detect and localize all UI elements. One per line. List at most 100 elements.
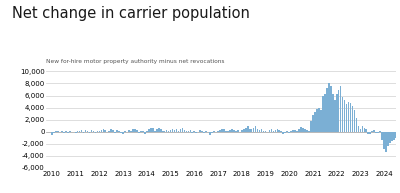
Bar — [176, 129, 177, 132]
Bar — [93, 131, 94, 132]
Bar — [209, 132, 211, 135]
Bar — [233, 130, 235, 132]
Bar — [310, 121, 312, 132]
Bar — [192, 132, 193, 133]
Bar — [190, 130, 191, 132]
Bar — [201, 131, 203, 132]
Bar — [338, 90, 340, 132]
Bar — [53, 132, 55, 133]
Bar — [229, 130, 231, 132]
Bar — [120, 132, 122, 133]
Bar — [304, 129, 306, 132]
Bar — [374, 130, 375, 132]
Bar — [326, 88, 328, 132]
Bar — [162, 131, 164, 132]
Bar — [199, 130, 201, 132]
Bar — [314, 112, 316, 132]
Bar — [55, 131, 57, 132]
Bar — [237, 130, 239, 132]
Bar — [104, 130, 106, 132]
Bar — [332, 94, 334, 132]
Bar — [146, 131, 148, 132]
Bar — [320, 110, 322, 132]
Bar — [397, 132, 399, 137]
Bar — [85, 130, 86, 132]
Bar — [182, 128, 183, 132]
Bar — [140, 131, 142, 132]
Bar — [98, 131, 100, 132]
Bar — [399, 132, 400, 135]
Bar — [144, 132, 146, 134]
Bar — [300, 127, 302, 132]
Bar — [288, 132, 290, 133]
Bar — [278, 130, 280, 132]
Bar — [205, 131, 207, 132]
Bar — [306, 130, 308, 132]
Bar — [57, 131, 59, 132]
Bar — [154, 131, 156, 132]
Bar — [170, 130, 172, 132]
Bar — [124, 131, 126, 132]
Bar — [336, 94, 338, 132]
Bar — [377, 132, 379, 133]
Bar — [203, 132, 205, 133]
Bar — [356, 118, 357, 132]
Bar — [69, 131, 70, 132]
Bar — [387, 132, 389, 146]
Bar — [294, 130, 296, 132]
Bar — [63, 132, 65, 133]
Bar — [134, 129, 136, 132]
Bar — [196, 132, 197, 133]
Bar — [272, 131, 274, 132]
Bar — [96, 131, 98, 132]
Bar — [385, 132, 387, 152]
Bar — [350, 103, 351, 132]
Bar — [91, 130, 92, 132]
Bar — [370, 132, 371, 134]
Bar — [383, 132, 385, 149]
Bar — [158, 128, 160, 132]
Bar — [316, 109, 318, 132]
Bar — [348, 102, 349, 132]
Bar — [296, 131, 298, 132]
Bar — [83, 132, 84, 133]
Bar — [395, 132, 397, 138]
Bar — [324, 94, 326, 132]
Bar — [280, 131, 282, 132]
Bar — [330, 86, 332, 132]
Bar — [269, 130, 270, 132]
Bar — [67, 132, 68, 133]
Bar — [334, 100, 336, 132]
Bar — [75, 132, 76, 133]
Bar — [255, 126, 256, 132]
Bar — [261, 129, 262, 132]
Bar — [77, 131, 78, 132]
Bar — [286, 131, 288, 132]
Bar — [257, 129, 258, 132]
Bar — [87, 131, 88, 132]
Bar — [346, 104, 348, 132]
Bar — [284, 132, 286, 133]
Bar — [247, 126, 248, 132]
Bar — [360, 129, 361, 132]
Bar — [298, 129, 300, 132]
Bar — [61, 131, 63, 132]
Bar — [245, 128, 246, 132]
Bar — [328, 83, 330, 132]
Bar — [253, 128, 254, 132]
Bar — [249, 129, 250, 132]
Bar — [362, 126, 363, 132]
Bar — [114, 132, 116, 133]
Bar — [112, 130, 114, 132]
Bar — [263, 131, 264, 132]
Bar — [276, 129, 278, 132]
Bar — [186, 131, 187, 132]
Bar — [344, 100, 346, 132]
Bar — [51, 132, 53, 135]
Bar — [231, 129, 233, 132]
Bar — [102, 129, 104, 132]
Bar — [274, 130, 276, 132]
Bar — [128, 130, 130, 132]
Bar — [172, 129, 173, 132]
Bar — [142, 131, 144, 132]
